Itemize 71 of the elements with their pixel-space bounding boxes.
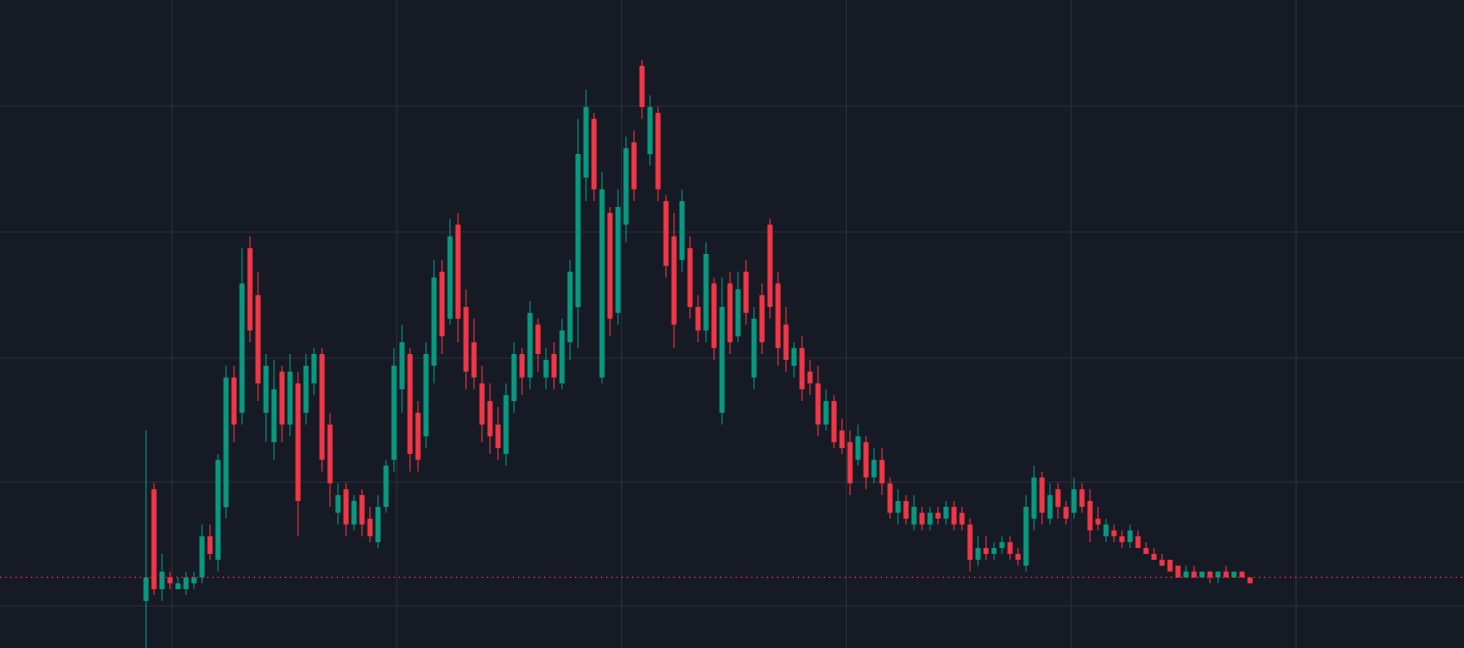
candlestick	[943, 500, 949, 526]
candlestick	[951, 500, 957, 531]
candlestick	[959, 506, 965, 531]
candlestick	[1151, 547, 1157, 561]
candlestick	[855, 424, 861, 467]
candlestick	[351, 494, 357, 531]
candlestick	[1007, 535, 1013, 561]
candlestick	[975, 535, 981, 567]
candlestick	[823, 388, 829, 431]
candlestick	[1143, 541, 1149, 555]
candlestick	[919, 506, 925, 531]
candlestick	[991, 541, 997, 561]
candlestick	[887, 476, 893, 520]
candlestick	[487, 382, 493, 455]
candlestick	[983, 535, 989, 561]
candlestick	[879, 447, 885, 496]
candlestick	[1103, 518, 1109, 543]
candlestick	[143, 429, 149, 648]
candlestick	[631, 130, 637, 202]
candlestick	[159, 553, 165, 602]
candlestick	[375, 494, 381, 549]
candlestick	[263, 353, 269, 443]
candlestick	[1063, 500, 1069, 526]
candlestick	[639, 59, 645, 120]
candlestick	[1111, 524, 1117, 543]
candlestick	[871, 447, 877, 484]
candlestick	[743, 259, 749, 326]
candlestick	[551, 341, 557, 390]
candlestick	[647, 94, 653, 167]
candlestick	[1071, 476, 1077, 520]
candlestick	[863, 435, 869, 490]
candlestick	[359, 488, 365, 537]
candlestick	[695, 294, 701, 343]
candlestick	[799, 335, 805, 402]
candlestick	[999, 535, 1005, 555]
candlestick	[967, 518, 973, 573]
candlestick	[735, 271, 741, 343]
candlestick	[1127, 524, 1133, 549]
candlestick	[935, 506, 941, 526]
candlestick	[911, 494, 917, 531]
candlestick	[847, 429, 853, 496]
candlestick	[343, 482, 349, 537]
candlestick	[383, 459, 389, 514]
candlestick	[895, 488, 901, 526]
candlestick	[519, 347, 525, 396]
candlestick	[1047, 482, 1053, 526]
candlestick	[183, 571, 189, 596]
candlestick	[231, 365, 237, 443]
candlestick	[1055, 482, 1061, 520]
candlestick	[791, 341, 797, 379]
candlestick	[1159, 553, 1165, 567]
candlestick	[831, 394, 837, 449]
candlestick	[1095, 506, 1101, 531]
candlestick	[1183, 565, 1189, 578]
candlestick	[207, 524, 213, 561]
candlestick	[495, 406, 501, 461]
candlestick	[543, 347, 549, 390]
candlestick	[815, 365, 821, 437]
candlestick	[535, 318, 541, 373]
candlestick	[1015, 547, 1021, 567]
candlestick	[1087, 488, 1093, 543]
candlestick	[903, 494, 909, 526]
candlestick	[1119, 529, 1125, 549]
candlestick	[479, 365, 485, 443]
candlestick	[303, 353, 309, 426]
candlestick	[927, 506, 933, 531]
candlestick	[335, 482, 341, 526]
candlestick	[1039, 471, 1045, 526]
candlestick	[199, 524, 205, 584]
candlestick	[175, 576, 181, 590]
candlestick	[191, 571, 197, 590]
